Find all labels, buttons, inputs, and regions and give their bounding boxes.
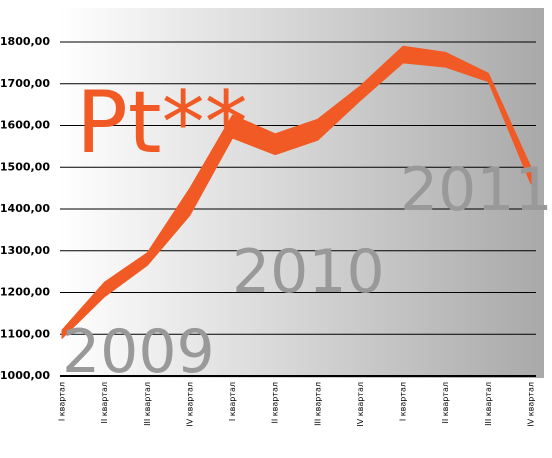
x-tick-label: III квартал [143, 382, 152, 426]
y-tick-label: 1100,00 [0, 327, 50, 340]
annotation: 2009 [62, 317, 215, 387]
x-tick-label: IV квартал [185, 382, 194, 427]
y-tick-label: 1500,00 [0, 160, 50, 173]
x-tick-label: II квартал [441, 382, 450, 423]
x-tick-label: III квартал [313, 382, 322, 426]
band [61, 45, 532, 339]
y-tick-label: 1200,00 [0, 286, 50, 299]
x-tick-label: I квартал [228, 382, 237, 421]
annotation: 2010 [232, 237, 385, 307]
x-tick-label: I квартал [58, 382, 67, 421]
y-tick-label: 1300,00 [0, 244, 50, 257]
y-tick-label: 1700,00 [0, 77, 50, 90]
x-tick-label: III квартал [484, 382, 493, 426]
x-tick-label: II квартал [100, 382, 109, 423]
y-tick-label: 1400,00 [0, 202, 50, 215]
x-tick-label: II квартал [271, 382, 280, 423]
y-tick-label: 1600,00 [0, 119, 50, 132]
x-tick-label: I квартал [399, 382, 408, 421]
y-tick-label: 1000,00 [0, 369, 50, 382]
y-tick-label: 1800,00 [0, 35, 50, 48]
x-tick-label: IV квартал [527, 382, 536, 427]
x-tick-label: IV квартал [356, 382, 365, 427]
annotation: 2011 [400, 155, 552, 225]
